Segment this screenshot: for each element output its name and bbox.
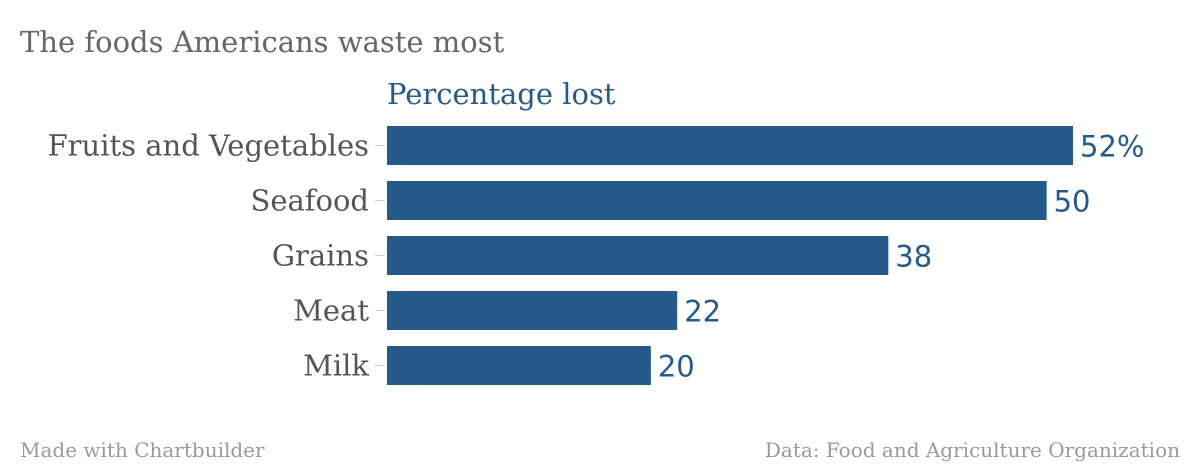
value-label: 22 — [684, 295, 721, 329]
category-label: Grains — [272, 239, 369, 273]
category-label: Meat — [293, 294, 369, 328]
bar — [387, 291, 678, 330]
footer-credit: Made with Chartbuilder — [20, 438, 265, 462]
value-label: 38 — [895, 240, 932, 274]
chart-title: The foods Americans waste most — [20, 25, 505, 59]
bar — [387, 126, 1073, 165]
value-label: 52% — [1080, 130, 1144, 164]
bar — [387, 236, 889, 275]
value-label: 20 — [658, 350, 695, 384]
bars-layer: Fruits and Vegetables 52% Seafood 50 Grains 3… — [48, 126, 1144, 385]
series-label: Percentage lost — [387, 77, 616, 111]
category-label: Milk — [303, 349, 369, 383]
bar — [387, 346, 651, 385]
value-label: 50 — [1054, 185, 1091, 219]
bar — [387, 181, 1047, 220]
category-label: Seafood — [250, 184, 369, 218]
category-label: Fruits and Vegetables — [48, 129, 369, 163]
footer-source: Data: Food and Agriculture Organization — [765, 438, 1180, 462]
